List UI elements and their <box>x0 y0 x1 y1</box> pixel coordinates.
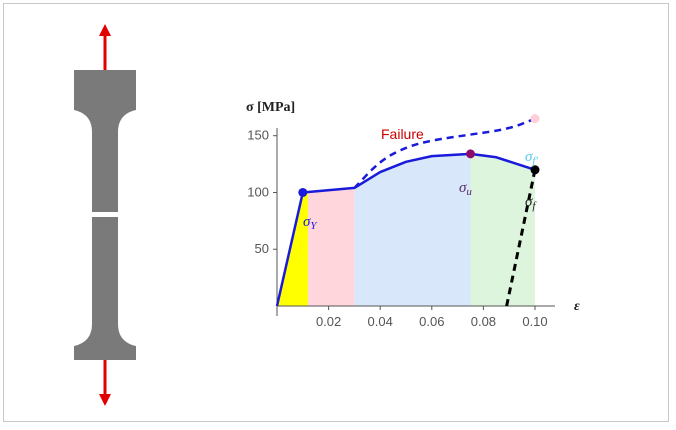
sigma-u-sub: u <box>466 186 472 198</box>
marker-ultimate <box>466 149 475 159</box>
y-tick-label-0: 50 <box>255 241 269 256</box>
y-tick-label-2: 150 <box>247 128 269 143</box>
sigma-y-label: σY <box>303 214 318 232</box>
x-tick-label-3: 0.08 <box>471 314 496 329</box>
chart-series <box>275 117 537 307</box>
failure-label: Failure <box>381 126 424 142</box>
chart-axes: 0.02 0.04 0.06 0.08 0.10 50 100 150 <box>247 128 555 329</box>
y-axis-label: σ [MPa] <box>246 100 295 115</box>
marker-fracture <box>530 165 540 175</box>
sigma-y-symbol: σ <box>303 214 311 230</box>
specimen-top-half <box>74 70 136 212</box>
sigma-u-symbol: σ <box>459 180 467 196</box>
sigma-f-prime-label: σf' <box>525 149 538 167</box>
marker-true-fracture <box>530 114 540 124</box>
tensile-specimen <box>74 70 136 360</box>
chart-markers <box>298 114 540 197</box>
y-tick-label-1: 100 <box>247 184 269 199</box>
sigma-f-prime-sub: f' <box>532 155 538 167</box>
series-line-1 <box>353 117 536 189</box>
chart-regions <box>277 153 535 306</box>
region-fill-3 <box>470 153 535 306</box>
x-axis-label: ε <box>574 299 580 314</box>
x-tick-label-4: 0.10 <box>522 314 547 329</box>
specimen-bottom-half <box>74 217 136 360</box>
sigma-f-sub: f <box>532 200 537 212</box>
sigma-y-sub: Y <box>310 220 318 232</box>
stress-strain-chart: 0.02 0.04 0.06 0.08 0.10 50 100 150 <box>247 114 555 329</box>
region-fill-1 <box>307 187 355 306</box>
x-tick-label-2: 0.06 <box>419 314 444 329</box>
sigma-f-symbol: σ <box>525 194 533 210</box>
sigma-u-label: σu <box>459 180 472 198</box>
x-tick-label-1: 0.04 <box>368 314 393 329</box>
region-fill-2 <box>354 153 471 306</box>
marker-yield <box>298 187 308 197</box>
sigma-f-label: σf <box>525 194 537 212</box>
x-tick-label-0: 0.02 <box>316 314 341 329</box>
series-line-0 <box>275 152 536 307</box>
sigma-f-prime-symbol: σ <box>525 149 533 165</box>
